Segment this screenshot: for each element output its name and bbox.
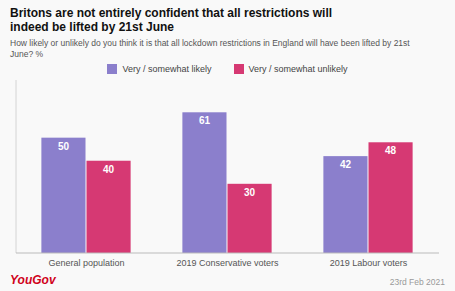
bar [228,184,272,253]
date: 23rd Feb 2021 [390,277,445,287]
data-label: 30 [244,187,256,198]
data-label: 48 [385,145,397,156]
legend: Very / somewhat likely Very / somewhat un… [10,64,445,74]
bar [369,142,413,253]
legend-label: Very / somewhat unlikely [249,64,348,74]
x-axis-line [16,253,439,254]
bar [87,161,131,253]
x-tick-label: 2019 Labour voters [330,258,408,268]
bar [182,112,226,253]
legend-item: Very / somewhat likely [107,64,211,74]
y-axis-line [16,80,17,253]
x-tick-label: 2019 Conservative voters [176,258,279,268]
bar [323,156,367,253]
bar [41,138,85,253]
brand: YouGov [10,273,56,287]
x-tick-label: General population [48,258,124,268]
chart-svg: 50 61 42 40 30 48 General population 2019 Conse… [10,74,445,271]
data-labels: 50 61 42 40 30 48 [58,115,397,198]
legend-swatch [107,64,117,74]
bars [41,112,412,253]
data-label: 61 [199,115,211,126]
data-label: 42 [340,159,352,170]
legend-swatch [234,64,244,74]
legend-label: Very / somewhat likely [122,64,211,74]
data-label: 50 [58,141,70,152]
footer: YouGov 23rd Feb 2021 [10,271,445,287]
title: Britons are not entirely confident that … [10,6,445,34]
legend-item: Very / somewhat unlikely [234,64,348,74]
plot-container: 50 61 42 40 30 48 General population 2019 Conse… [10,74,445,271]
subtitle: How likely or unlikely do you think it i… [10,38,445,59]
data-label: 40 [103,164,115,175]
chart-container: Britons are not entirely confident that … [0,0,455,291]
